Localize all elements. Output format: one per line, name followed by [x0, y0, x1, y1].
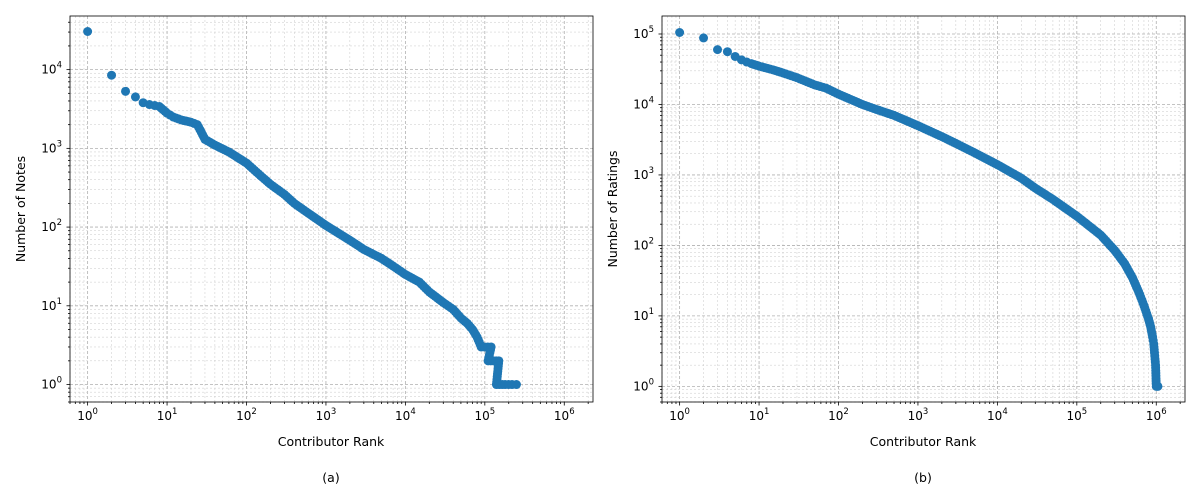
- x-tick-label-b: 105: [1066, 407, 1087, 423]
- y-axis-label-a: Number of Notes: [13, 156, 28, 262]
- y-tick-label-b: 100: [633, 377, 654, 393]
- y-tick-label-a: 102: [41, 218, 62, 234]
- x-axis-label-b: Contributor Rank: [870, 434, 977, 449]
- data-point-a: [83, 27, 93, 36]
- caption-a: (a): [322, 470, 339, 485]
- plot-frame-b: [661, 15, 1186, 403]
- chart-panel-a: 100 101 102 103 104 105 106 100 101 102 103 104 Con…: [13, 15, 594, 485]
- data-point-a: [121, 86, 131, 96]
- x-tick-label-a: 104: [395, 407, 416, 423]
- x-axis-label-a: Contributor Rank: [278, 434, 385, 449]
- x-tick-label-a: 100: [77, 407, 98, 423]
- x-tick-label-b: 100: [669, 407, 690, 423]
- y-tick-label-b: 101: [633, 307, 654, 323]
- ticks-a: 100 101 102 103 104 105 106 100 101 102 103 104: [41, 21, 589, 423]
- data-point-b: [699, 33, 709, 43]
- grid-a: [69, 16, 593, 403]
- x-tick-label-b: 102: [828, 407, 849, 423]
- data-point-b: [1153, 381, 1163, 391]
- data-point-a: [107, 70, 117, 80]
- x-tick-label-a: 103: [316, 407, 337, 423]
- x-tick-label-b: 106: [1146, 407, 1167, 423]
- x-tick-label-b: 101: [749, 407, 770, 423]
- y-tick-label-b: 102: [633, 236, 654, 252]
- chart-panel-b: 100 101 102 103 104 105 106100101102103104105 …: [605, 15, 1186, 485]
- data-point-a: [130, 92, 140, 102]
- data-point-b: [675, 28, 685, 37]
- y-tick-label-b: 104: [633, 95, 654, 111]
- x-tick-label-a: 101: [157, 407, 178, 423]
- grid-b: [661, 16, 1185, 403]
- data-point-a: [511, 380, 521, 390]
- y-tick-label-b: 105: [633, 25, 654, 41]
- y-tick-label-a: 103: [41, 139, 62, 155]
- y-tick-label-a: 100: [41, 376, 62, 392]
- points-b: [675, 28, 1163, 391]
- y-tick-label-a: 104: [41, 61, 62, 77]
- y-tick-label-a: 101: [41, 297, 62, 313]
- points-a: [83, 27, 521, 390]
- x-tick-label-a: 105: [474, 407, 495, 423]
- y-axis-label-b: Number of Ratings: [605, 150, 620, 267]
- data-point-b: [713, 45, 723, 55]
- x-tick-label-a: 102: [236, 407, 257, 423]
- x-tick-label-a: 106: [554, 407, 575, 423]
- x-tick-label-b: 103: [908, 407, 929, 423]
- ticks-b: 100 101 102 103 104 105 106 100 101 102 103 104 105: [633, 25, 1181, 423]
- data-point-b: [722, 47, 732, 57]
- plot-frame-a: [69, 15, 594, 403]
- x-tick-label-b: 104: [987, 407, 1008, 423]
- caption-b: (b): [914, 470, 932, 485]
- y-tick-label-b: 103: [633, 166, 654, 182]
